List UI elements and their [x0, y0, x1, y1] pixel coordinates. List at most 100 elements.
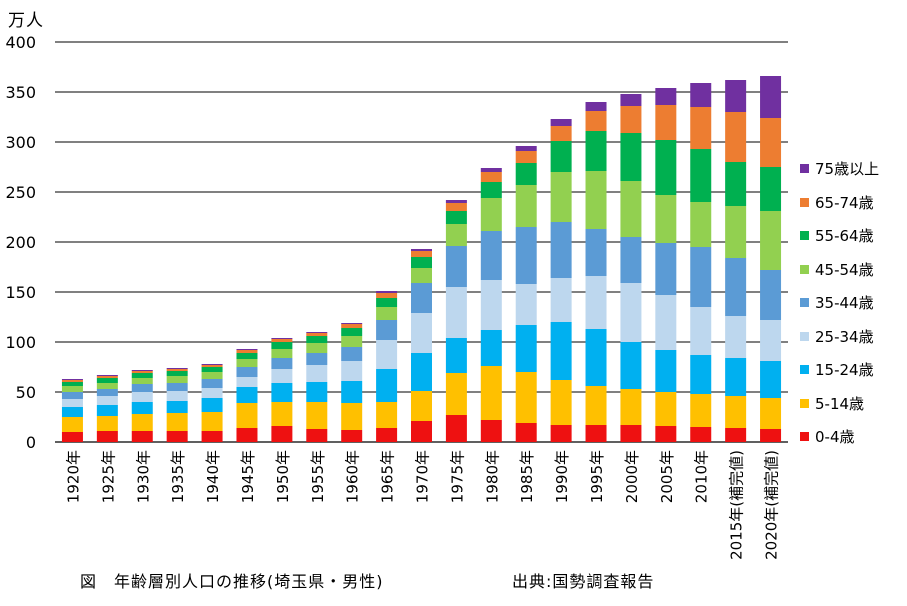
legend-label: 45-54歳	[815, 260, 874, 279]
bar-segment	[201, 388, 223, 398]
bar-segment	[271, 339, 293, 342]
bar-segment	[376, 402, 398, 428]
bar-segment	[480, 420, 502, 442]
bar-segment	[96, 389, 118, 396]
y-tick-label: 350	[5, 83, 36, 102]
y-tick-label: 200	[5, 233, 36, 252]
bar-segment	[131, 371, 153, 373]
bar-segment	[166, 431, 188, 442]
bar-segment	[96, 396, 118, 405]
bar-segment	[166, 371, 188, 376]
legend-item: 45-54歳	[800, 253, 905, 287]
bar-segment	[445, 415, 467, 442]
legend-swatch	[800, 298, 809, 308]
bar-segment	[166, 383, 188, 391]
bar-segment	[96, 431, 118, 442]
bar-segment	[480, 182, 502, 198]
bar-segment	[585, 229, 607, 276]
bar-segment	[690, 247, 712, 307]
bar-segment	[411, 251, 432, 257]
bar-segment	[201, 372, 223, 379]
bar-segment	[201, 365, 223, 367]
x-tick-label: 2005年	[658, 450, 676, 503]
bar-segment	[271, 358, 293, 369]
bar-segment	[620, 342, 642, 389]
y-tick-label: 0	[26, 433, 36, 452]
bar-segment	[445, 200, 467, 203]
bar-segment	[61, 407, 83, 417]
bar-segment	[760, 429, 782, 442]
bar-segment	[236, 350, 258, 353]
bar-segment	[201, 431, 223, 442]
bar-segment	[96, 383, 118, 389]
bar-segment	[585, 102, 607, 111]
bar-segment	[61, 399, 83, 407]
bar-segment	[271, 349, 293, 358]
legend-label: 75歳以上	[815, 160, 880, 179]
bar-segment	[236, 387, 258, 403]
bar-segment	[341, 336, 363, 347]
bar-segment	[760, 320, 782, 361]
bar-segment	[515, 227, 537, 284]
bar-segment	[341, 381, 363, 403]
legend-item: 25-34歳	[800, 320, 905, 354]
bar-segment	[585, 276, 607, 329]
bar-segment	[376, 340, 398, 369]
bar-segment	[131, 384, 153, 392]
bar-segment	[341, 347, 363, 361]
legend-swatch	[800, 398, 809, 408]
bar-segment	[376, 369, 398, 402]
legend-swatch	[800, 197, 809, 207]
legend-item: 65-74歳	[800, 186, 905, 220]
legend-swatch	[800, 432, 809, 442]
legend-item: 35-44歳	[800, 286, 905, 320]
bar-segment	[760, 118, 782, 167]
bar-segment	[445, 203, 467, 211]
bar-segment	[655, 105, 677, 140]
bar-segment	[550, 141, 572, 172]
bar-segment	[201, 379, 223, 388]
bar-segment	[61, 432, 83, 442]
bar-segment	[376, 320, 398, 340]
bar-segment	[376, 307, 398, 320]
bar-segment	[445, 224, 467, 246]
bar-segment	[760, 76, 782, 118]
bar-segment	[480, 366, 502, 420]
bar-segment	[655, 392, 677, 426]
x-tick-label: 2000年	[623, 450, 641, 503]
bar-segment	[61, 386, 83, 392]
x-tick-label: 1985年	[518, 450, 536, 503]
bar-segment	[131, 370, 153, 371]
bar-segment	[271, 383, 293, 402]
y-tick-label: 50	[16, 383, 36, 402]
bar-segment	[585, 171, 607, 229]
bar-segment	[725, 80, 747, 112]
bar-segment	[341, 403, 363, 430]
x-tick-label: 1995年	[588, 450, 606, 503]
figure-caption: 図 年齢層別人口の推移(埼玉県・男性)	[80, 572, 384, 591]
bar-segment	[620, 94, 642, 106]
bar-segment	[655, 88, 677, 105]
bar-segment	[690, 307, 712, 355]
legend-label: 25-34歳	[815, 327, 874, 346]
bar-segment	[131, 378, 153, 384]
x-tick-label: 1955年	[309, 450, 327, 503]
bar-segment	[515, 146, 537, 151]
bar-segment	[690, 83, 712, 107]
bar-segment	[61, 392, 83, 399]
bar-segment	[550, 380, 572, 425]
bar-segment	[341, 324, 363, 328]
bar-segment	[236, 403, 258, 428]
legend-label: 55-64歳	[815, 227, 874, 246]
legend-item: 75歳以上	[800, 152, 905, 186]
bar-segment	[271, 402, 293, 426]
bar-segment	[166, 413, 188, 431]
bar-segment	[480, 168, 502, 172]
bar-segment	[550, 172, 572, 222]
bar-segment	[96, 378, 118, 383]
bar-segment	[690, 202, 712, 247]
bar-segment	[585, 131, 607, 171]
y-tick-label: 400	[5, 33, 36, 52]
bar-segment	[480, 231, 502, 280]
